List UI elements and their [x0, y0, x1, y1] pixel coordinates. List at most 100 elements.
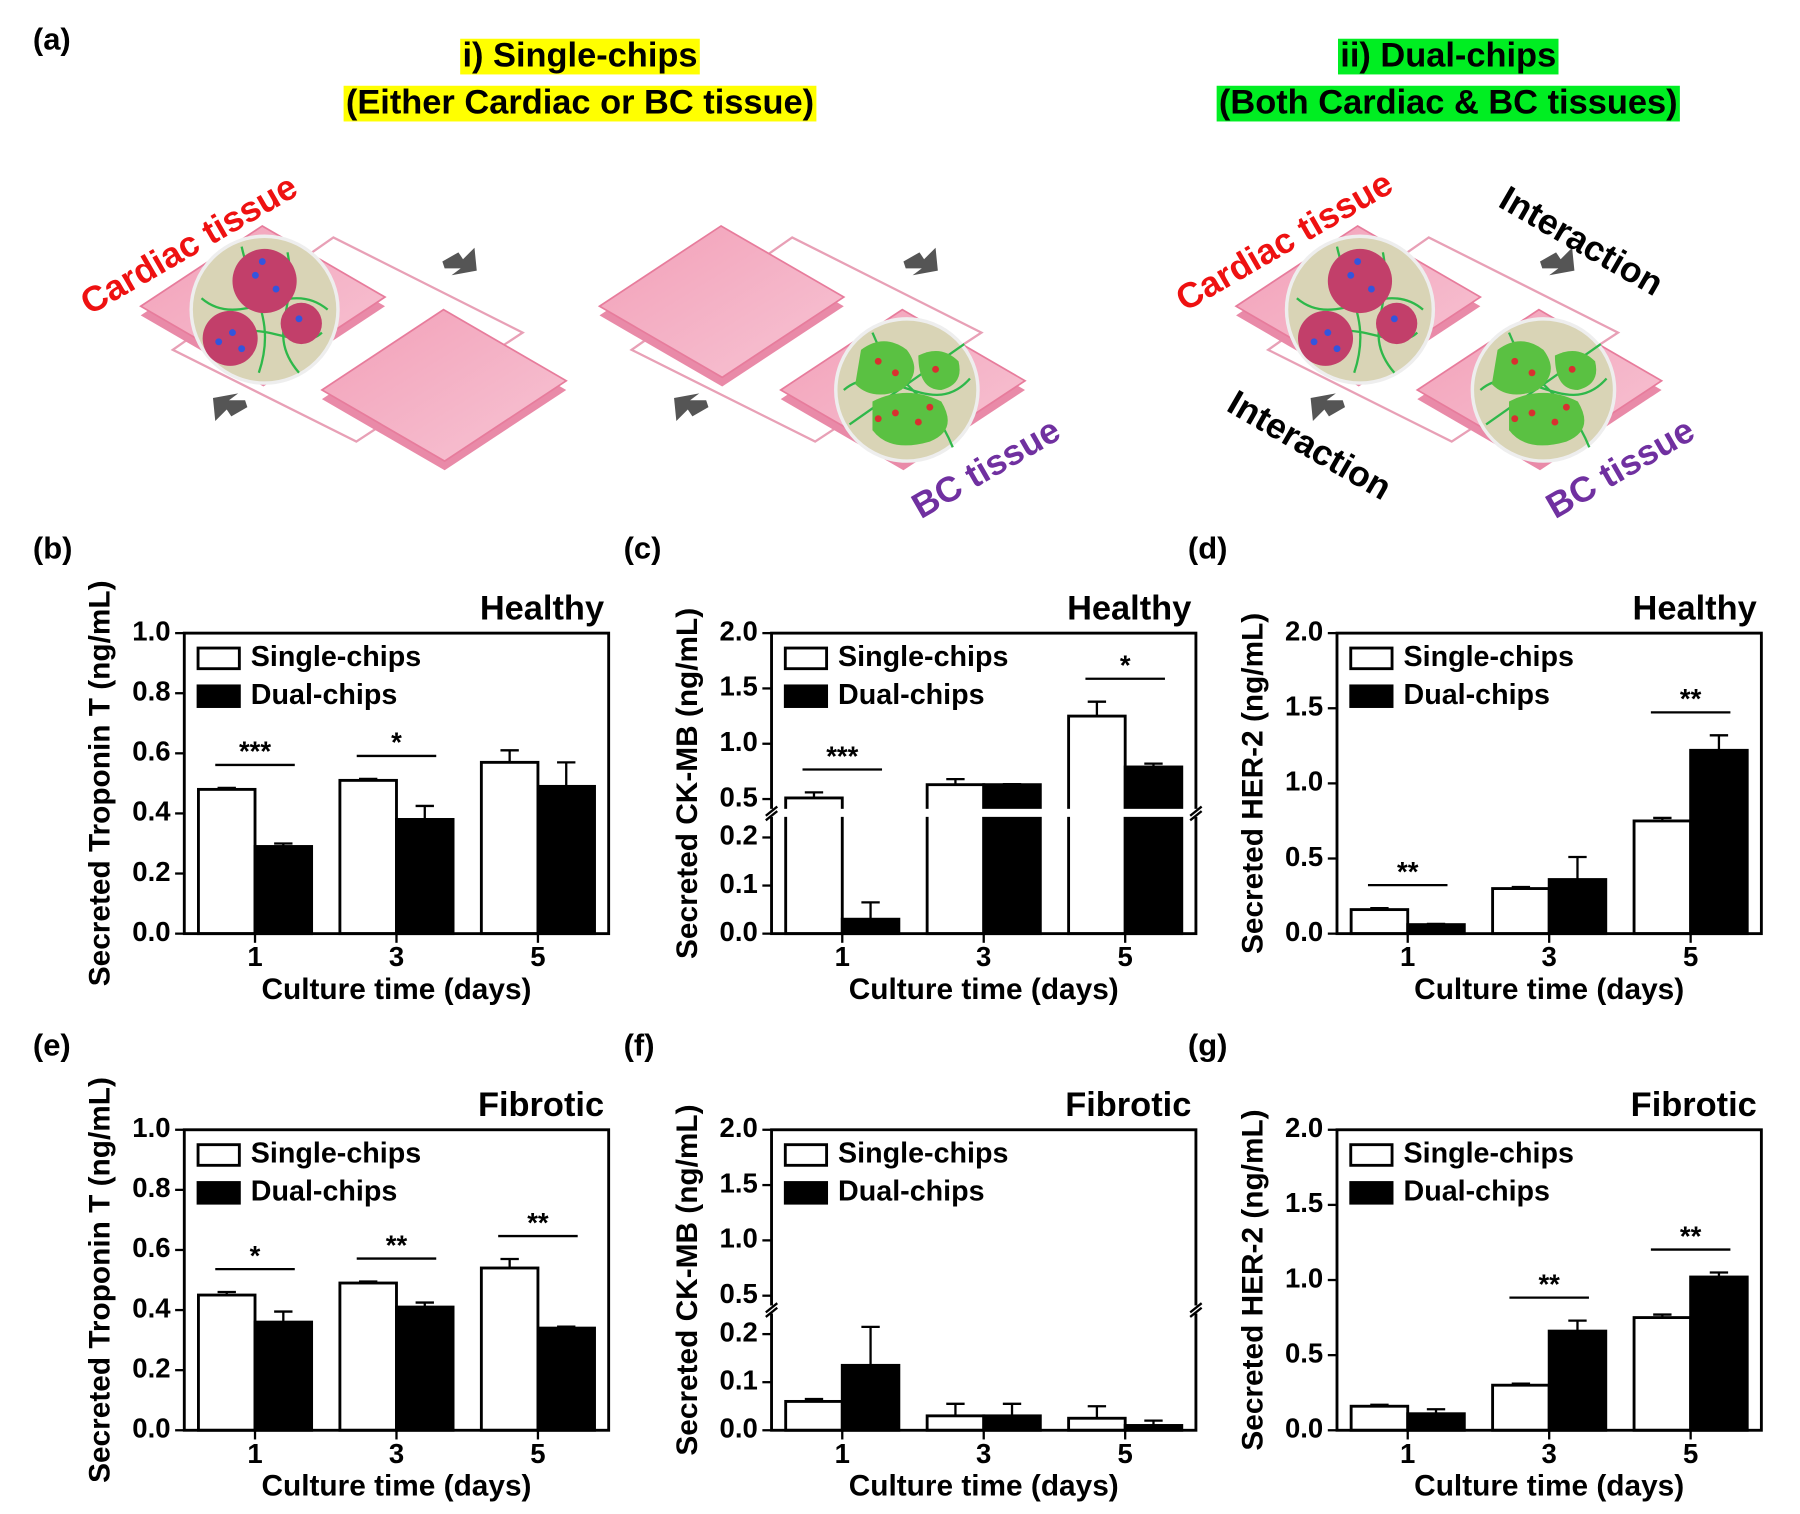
y-tick-label: 0.0 [132, 916, 170, 947]
x-tick-label: 5 [530, 1438, 545, 1469]
y-tick-label: 0.1 [720, 1364, 758, 1395]
y-tick-label: 0.2 [720, 1316, 758, 1347]
chart-title: Fibrotic [1065, 1086, 1191, 1124]
y-tick-label: 0.8 [132, 1172, 170, 1203]
flow-arrow [1310, 393, 1346, 421]
y-tick-label: 0.0 [720, 1413, 758, 1444]
x-axis-label: Culture time (days) [261, 973, 531, 1006]
legend-text: Dual-chips [838, 1175, 985, 1207]
y-tick-label: 1.5 [1285, 1187, 1323, 1218]
x-tick-label: 1 [247, 941, 262, 972]
bar [1067, 714, 1127, 936]
y-axis-label: Secreted Troponin T (ng/mL) [84, 1077, 117, 1483]
break-mark [765, 810, 778, 822]
y-tick-label: 0.0 [720, 916, 758, 947]
break-mark [1189, 1302, 1203, 1314]
y-tick-label: 2.0 [1285, 615, 1323, 646]
chart-title: Fibrotic [478, 1086, 604, 1124]
break-mark [765, 1302, 778, 1314]
legend-swatch [196, 646, 241, 671]
chart: (f) Fibrotic Secreted CK-MB (ng/mL) Culture… [624, 1027, 1203, 1502]
y-tick-label: 0.5 [720, 1278, 758, 1309]
chart: (c) Healthy Secreted CK-MB (ng/mL) Culture … [624, 531, 1203, 1006]
bar [840, 917, 901, 936]
significance-label: *** [826, 740, 858, 771]
interaction-label: Interaction [1493, 178, 1670, 304]
legend-text: Dual-chips [251, 679, 398, 711]
flow-arrow [212, 393, 248, 421]
title-highlight [1337, 38, 1559, 75]
chip-group [598, 225, 1026, 472]
flow-arrow [903, 247, 938, 276]
significance-label: ** [1397, 856, 1419, 887]
axis-break [766, 1305, 1201, 1314]
axis-break [766, 808, 1201, 817]
bar [1547, 878, 1608, 936]
y-tick-label: 1.0 [720, 726, 758, 757]
y-axis-label: Secreted HER-2 (ng/mL) [1236, 613, 1269, 954]
plot-frame [770, 1128, 1198, 1432]
significance-label: ** [1680, 683, 1702, 714]
significance-label: * [250, 1240, 261, 1271]
bar [1406, 1412, 1466, 1432]
chip-group [1235, 225, 1663, 472]
x-axis-label: Culture time (days) [261, 1469, 531, 1502]
bar [925, 1414, 986, 1432]
bar [1632, 819, 1693, 936]
y-axis-label: Secreted CK-MB (ng/mL) [671, 608, 704, 959]
dual-subtitle: (Both Cardiac & BC tissues) [1219, 83, 1678, 121]
bar [1067, 1416, 1127, 1432]
bar [925, 783, 986, 936]
panel-label: (d) [1188, 531, 1228, 566]
bar [395, 818, 455, 936]
x-tick-label: 3 [389, 941, 404, 972]
single-subtitle: (Either Cardiac or BC tissue) [346, 83, 814, 121]
x-axis-label: Culture time (days) [1414, 973, 1684, 1006]
legend-text: Dual-chips [1404, 679, 1551, 711]
y-tick-label: 2.0 [720, 1112, 758, 1143]
legend-swatch [1349, 1143, 1394, 1167]
chip [598, 225, 845, 388]
title-highlight [460, 38, 700, 75]
y-tick-label: 0.2 [132, 856, 170, 887]
significance-label: * [1120, 650, 1131, 681]
bar [1632, 1316, 1693, 1432]
significance-label: * [391, 727, 402, 758]
legend-swatch [196, 684, 241, 708]
flow-arrow [674, 393, 709, 421]
chart-title: Fibrotic [1631, 1086, 1757, 1124]
break-mark [1189, 810, 1203, 822]
bar [395, 1305, 455, 1432]
bar [338, 1281, 398, 1432]
bar [1547, 1329, 1608, 1432]
y-tick-label: 1.5 [720, 671, 758, 702]
legend-swatch [783, 684, 829, 708]
legend-text: Single-chips [1404, 641, 1574, 673]
x-tick-label: 3 [976, 1438, 991, 1469]
plot-frame [770, 631, 1198, 936]
bar [253, 845, 314, 936]
significance-label: ** [527, 1207, 549, 1238]
x-tick-label: 5 [1118, 1438, 1133, 1469]
cardiac-tissue-icon [189, 234, 340, 385]
legend-swatch [1349, 646, 1394, 671]
y-tick-label: 1.0 [1285, 766, 1323, 797]
x-tick-label: 3 [976, 941, 991, 972]
y-axis-label: Secreted HER-2 (ng/mL) [1236, 1109, 1269, 1450]
bar [1349, 1404, 1410, 1432]
y-axis-label: Secreted Troponin T (ng/mL) [84, 580, 117, 986]
legend-text: Dual-chips [838, 679, 985, 711]
panel-label: (e) [33, 1027, 71, 1062]
legend-text: Single-chips [251, 641, 421, 673]
legend-swatch [196, 1181, 241, 1205]
x-tick-label: 1 [835, 941, 850, 972]
bar [982, 783, 1042, 936]
chart: (d) Healthy Secreted HER-2 (ng/mL) Culture … [1188, 531, 1763, 1006]
bc-tissue-icon [1470, 317, 1617, 463]
title-highlight [343, 85, 817, 122]
y-tick-label: 1.5 [720, 1167, 758, 1198]
panel-label: (b) [33, 531, 73, 566]
y-tick-label: 0.6 [132, 1232, 170, 1263]
y-tick-label: 1.0 [132, 1112, 170, 1143]
y-tick-label: 0.8 [132, 675, 170, 706]
